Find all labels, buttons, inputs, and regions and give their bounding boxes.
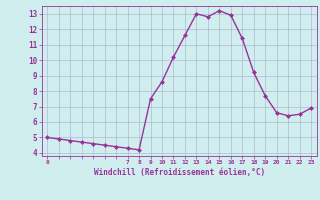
X-axis label: Windchill (Refroidissement éolien,°C): Windchill (Refroidissement éolien,°C) xyxy=(94,168,265,177)
